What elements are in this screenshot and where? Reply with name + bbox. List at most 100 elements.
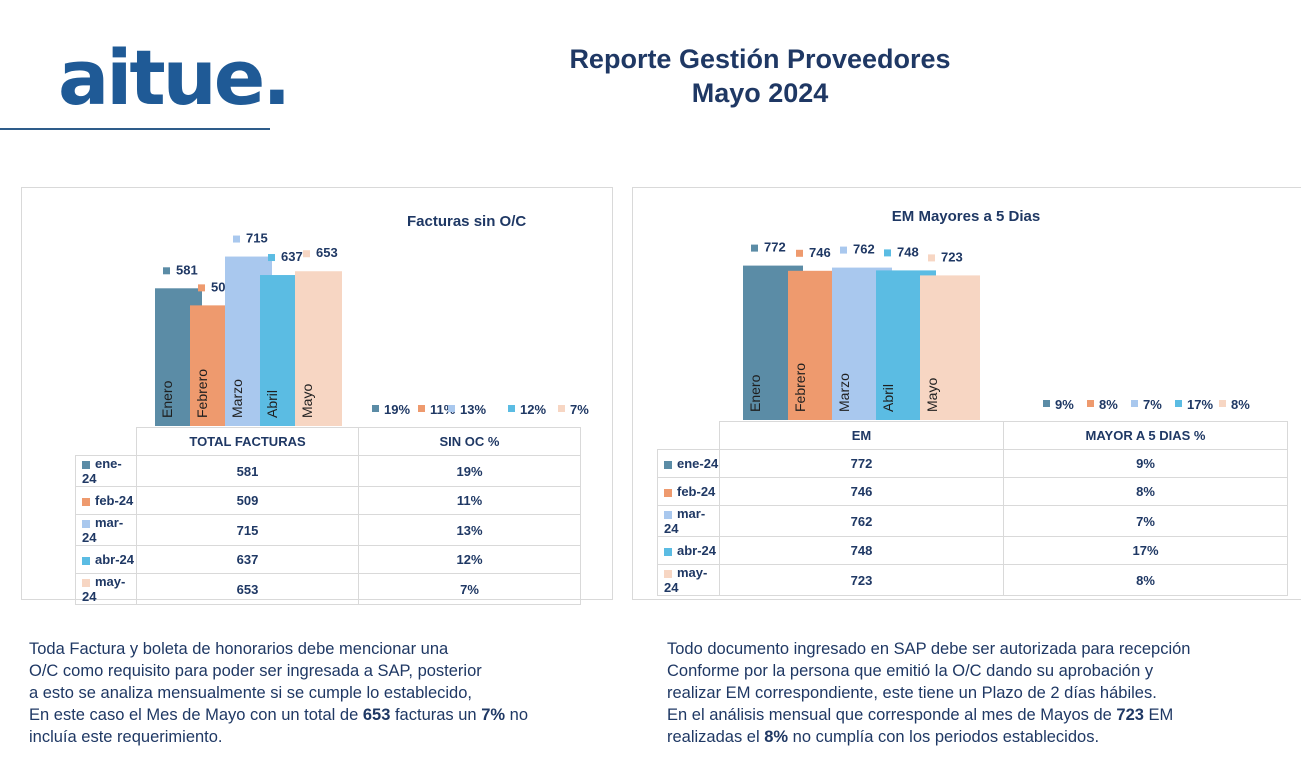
table-cell: 772 bbox=[719, 449, 1004, 478]
table-cell: 12% bbox=[358, 545, 581, 574]
table-header: SIN OC % bbox=[358, 427, 581, 456]
chart-title: EM Mayores a 5 Dias bbox=[892, 208, 1040, 225]
title-line-1: Reporte Gestión Proveedores bbox=[569, 44, 951, 74]
legend-swatch bbox=[664, 510, 672, 519]
table-row: abr-24 748 17% bbox=[657, 536, 1288, 565]
table-cell: 7% bbox=[1003, 505, 1288, 537]
note-line: realizadas el 8% no cumplía con los peri… bbox=[667, 726, 1287, 748]
row-label: mar-24 bbox=[657, 505, 720, 537]
pct-label-swatch bbox=[1131, 400, 1138, 407]
table-cell: 723 bbox=[719, 564, 1004, 596]
pct-label: 7% bbox=[1143, 397, 1162, 412]
note-line: realizar EM correspondiente, este tiene … bbox=[667, 684, 1157, 702]
table-cell: 746 bbox=[719, 477, 1004, 506]
table-cell: 11% bbox=[358, 486, 581, 515]
row-label: feb-24 bbox=[657, 477, 720, 506]
table-row: may-24 653 7% bbox=[75, 573, 581, 605]
pct-label: 9% bbox=[1055, 397, 1074, 412]
row-label-text: abr-24 bbox=[677, 543, 717, 558]
row-label-text: ene-24 bbox=[82, 456, 122, 486]
data-label-swatch bbox=[840, 246, 847, 254]
note-highlight: 723 bbox=[1116, 706, 1144, 724]
pct-label: 19% bbox=[384, 402, 410, 417]
pct-label: 8% bbox=[1231, 397, 1250, 412]
row-label: may-24 bbox=[657, 564, 720, 596]
table-cell: 653 bbox=[136, 573, 359, 605]
category-label: Mayo bbox=[924, 378, 940, 412]
row-label: abr-24 bbox=[75, 545, 137, 574]
table-corner bbox=[658, 422, 720, 450]
note-line: En el análisis mensual que corresponde a… bbox=[667, 704, 1287, 726]
pct-label-swatch bbox=[1175, 400, 1182, 407]
data-label-swatch bbox=[751, 244, 758, 252]
row-label-text: feb-24 bbox=[95, 493, 134, 508]
data-label-swatch bbox=[163, 267, 170, 275]
bar-mayo bbox=[920, 275, 980, 420]
pct-label-swatch bbox=[448, 405, 455, 412]
table-row: may-24 723 8% bbox=[657, 564, 1288, 596]
row-label: ene-24 bbox=[75, 455, 137, 487]
em-data-table: EM MAYOR A 5 DIAS % ene-24 772 9% feb-24 746 8%… bbox=[657, 421, 1288, 596]
data-label-swatch bbox=[268, 254, 275, 262]
legend-swatch bbox=[82, 556, 90, 565]
note-text: realizadas el bbox=[667, 728, 765, 746]
em-chart-panel: EM Mayores a 5 Dias 772 Enero 9% 746 Febrero 8… bbox=[632, 187, 1301, 600]
table-row: feb-24 509 11% bbox=[75, 486, 581, 515]
pct-label: 13% bbox=[460, 402, 486, 417]
pct-label: 12% bbox=[520, 402, 546, 417]
note-text: no bbox=[505, 706, 528, 724]
note-highlight: 7% bbox=[481, 706, 506, 724]
pct-label-swatch bbox=[1087, 400, 1094, 407]
legend-swatch bbox=[664, 460, 672, 469]
pct-label-swatch bbox=[558, 405, 565, 412]
page-title: Reporte Gestión Proveedores Mayo 2024 bbox=[460, 42, 1060, 110]
row-label-text: may-24 bbox=[82, 574, 126, 604]
legend-swatch bbox=[664, 547, 672, 556]
note-line: incluía este requerimiento. bbox=[29, 728, 223, 746]
table-header: EM bbox=[719, 421, 1004, 450]
data-label: 723 bbox=[941, 249, 963, 264]
table-header-row: TOTAL FACTURAS SIN OC % bbox=[76, 427, 581, 456]
data-label: 748 bbox=[897, 244, 919, 259]
category-label: Marzo bbox=[229, 379, 245, 418]
category-label: Abril bbox=[264, 390, 280, 418]
facturas-chart-panel: Facturas sin O/C 581 Enero 19% 509 Febrero 11%… bbox=[21, 187, 613, 605]
table-cell: 7% bbox=[358, 573, 581, 605]
legend-swatch bbox=[664, 569, 672, 578]
table-row: feb-24 746 8% bbox=[657, 477, 1288, 506]
row-label: may-24 bbox=[75, 573, 137, 605]
note-text: no cumplía con los periodos establecidos… bbox=[788, 728, 1100, 746]
note-text: En este caso el Mes de Mayo con un total… bbox=[29, 706, 363, 724]
table-cell: 715 bbox=[136, 514, 359, 546]
table-cell: 8% bbox=[1003, 477, 1288, 506]
note-line: O/C como requisito para poder ser ingres… bbox=[29, 662, 482, 680]
data-label-swatch bbox=[303, 250, 310, 258]
table-row: mar-24 762 7% bbox=[657, 505, 1288, 537]
row-label-text: feb-24 bbox=[677, 484, 716, 499]
table-row: ene-24 772 9% bbox=[657, 449, 1288, 478]
data-label: 653 bbox=[316, 245, 338, 260]
table-row: abr-24 637 12% bbox=[75, 545, 581, 574]
table-row: mar-24 715 13% bbox=[75, 514, 581, 546]
table-cell: 581 bbox=[136, 455, 359, 487]
category-label: Marzo bbox=[836, 373, 852, 412]
note-line: Toda Factura y boleta de honorarios debe… bbox=[29, 640, 449, 658]
pct-label: 7% bbox=[570, 402, 589, 417]
row-label-text: may-24 bbox=[664, 565, 708, 595]
row-label-text: mar-24 bbox=[82, 515, 124, 545]
table-cell: 509 bbox=[136, 486, 359, 515]
aitue-logo: aitue. bbox=[58, 33, 291, 122]
table-cell: 13% bbox=[358, 514, 581, 546]
logo-underline bbox=[0, 128, 270, 130]
table-cell: 762 bbox=[719, 505, 1004, 537]
row-label: abr-24 bbox=[657, 536, 720, 565]
data-label: 746 bbox=[809, 245, 831, 260]
pct-label-swatch bbox=[508, 405, 515, 412]
legend-swatch bbox=[82, 578, 90, 587]
data-label: 715 bbox=[246, 231, 268, 246]
note-text: EM bbox=[1143, 706, 1174, 724]
table-cell: 637 bbox=[136, 545, 359, 574]
category-label: Febrero bbox=[792, 363, 808, 412]
data-label-swatch bbox=[796, 249, 803, 257]
row-label: ene-24 bbox=[657, 449, 720, 478]
